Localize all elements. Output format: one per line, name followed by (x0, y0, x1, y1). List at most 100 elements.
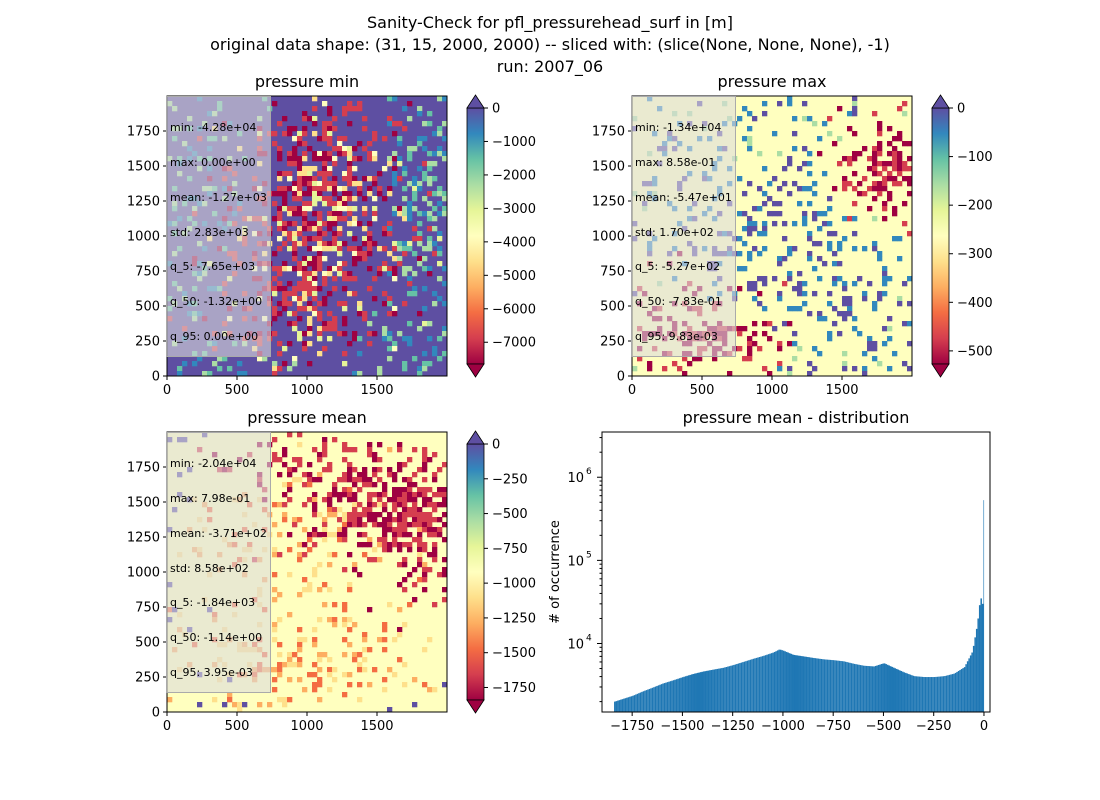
heatmap-cell (307, 221, 313, 227)
heatmap-cell (282, 266, 288, 272)
heatmap-cell (272, 201, 278, 207)
heatmap-cell (337, 261, 343, 267)
heatmap-cell (287, 151, 293, 157)
heatmap-cell (227, 697, 233, 703)
heatmap-cell (907, 366, 913, 372)
panel-mean-title: pressure mean (247, 408, 367, 427)
heatmap-cell (337, 246, 343, 252)
heatmap-cell (372, 467, 378, 473)
heatmap-cell (317, 261, 323, 267)
heatmap-cell (292, 286, 298, 292)
stat-line: std: 1.70e+02 (635, 225, 714, 239)
x-tick-label: 1000 (755, 383, 788, 398)
heatmap-cell (307, 176, 313, 182)
heatmap-cell (807, 171, 813, 177)
heatmap-cell (312, 682, 318, 688)
heatmap-cell (382, 326, 388, 332)
heatmap-cell (367, 682, 373, 688)
heatmap-cell (417, 181, 423, 187)
figure-title-line-3: run: 2007_06 (496, 57, 604, 76)
heatmap-cell (432, 241, 438, 247)
heatmap-cell (882, 276, 888, 282)
heatmap-cell (802, 186, 808, 192)
heatmap-cell (317, 682, 323, 688)
heatmap-cell (442, 266, 448, 272)
heatmap-cell (297, 442, 303, 448)
heatmap-cell (407, 487, 413, 493)
heatmap-cell (357, 472, 363, 478)
histogram-bar (852, 663, 854, 712)
heatmap-cell (322, 527, 328, 533)
heatmap-cell (422, 487, 428, 493)
heatmap-cell (762, 201, 768, 207)
heatmap-cell (412, 517, 418, 523)
heatmap-cell (442, 206, 448, 212)
heatmap-cell (272, 251, 278, 257)
heatmap-cell (402, 682, 408, 688)
heatmap-cell (287, 366, 293, 372)
heatmap-cell (887, 161, 893, 167)
heatmap-cell (387, 266, 393, 272)
heatmap-cell (887, 141, 893, 147)
heatmap-cell (357, 256, 363, 262)
heatmap-cell (437, 492, 443, 498)
heatmap-cell (382, 502, 388, 508)
heatmap-cell (412, 146, 418, 152)
heatmap-cell (322, 301, 328, 307)
heatmap-cell (412, 236, 418, 242)
histogram-bar (730, 665, 732, 712)
histogram-bar (790, 653, 792, 712)
y-tick-label: 1500 (592, 160, 625, 175)
heatmap-cell (867, 156, 873, 162)
colorbar-tick-label: −2000 (492, 168, 536, 183)
figure-title-line-2: original data shape: (31, 15, 2000, 2000… (210, 35, 890, 54)
heatmap-cell (422, 512, 428, 518)
heatmap-cell (802, 146, 808, 152)
heatmap-cell (342, 457, 348, 463)
heatmap-cell (402, 211, 408, 217)
heatmap-cell (312, 191, 318, 197)
colorbar-tick-label: −1000 (492, 577, 536, 592)
heatmap-cell (347, 191, 353, 197)
heatmap-cell (422, 286, 428, 292)
heatmap-cell (362, 472, 368, 478)
heatmap-cell (407, 216, 413, 222)
heatmap-cell (342, 271, 348, 277)
heatmap-cell (412, 502, 418, 508)
heatmap-cell (297, 457, 303, 463)
heatmap-cell (362, 657, 368, 663)
heatmap-cell (442, 136, 448, 142)
heatmap-cell (332, 532, 338, 538)
heatmap-cell (852, 326, 858, 332)
heatmap-cell (427, 497, 433, 503)
heatmap-cell (277, 662, 283, 668)
heatmap-cell (317, 301, 323, 307)
heatmap-cell (312, 291, 318, 297)
heatmap-cell (342, 241, 348, 247)
stat-line: mean: -1.27e+03 (170, 190, 267, 204)
heatmap-cell (847, 156, 853, 162)
heatmap-cell (287, 311, 293, 317)
histogram-bar (921, 676, 924, 712)
y-tick-label: 1000 (127, 566, 160, 581)
histogram-bar (807, 657, 809, 712)
heatmap-cell (907, 231, 913, 237)
heatmap-cell (342, 442, 348, 448)
heatmap-cell (307, 326, 313, 332)
heatmap-cell (402, 527, 408, 533)
heatmap-cell (787, 366, 793, 372)
heatmap-cell (817, 151, 823, 157)
heatmap-cell (312, 151, 318, 157)
heatmap-cell (317, 151, 323, 157)
heatmap-cell (322, 176, 328, 182)
heatmap-cell (322, 522, 328, 528)
heatmap-cell (332, 126, 338, 132)
heatmap-cell (272, 266, 278, 272)
heatmap-cell (317, 251, 323, 257)
histogram-bar (725, 667, 728, 712)
heatmap-cell (357, 487, 363, 493)
heatmap-cell (277, 186, 283, 192)
histogram-bar (909, 674, 912, 712)
histogram-bar (954, 672, 957, 712)
heatmap-cell (297, 642, 303, 648)
